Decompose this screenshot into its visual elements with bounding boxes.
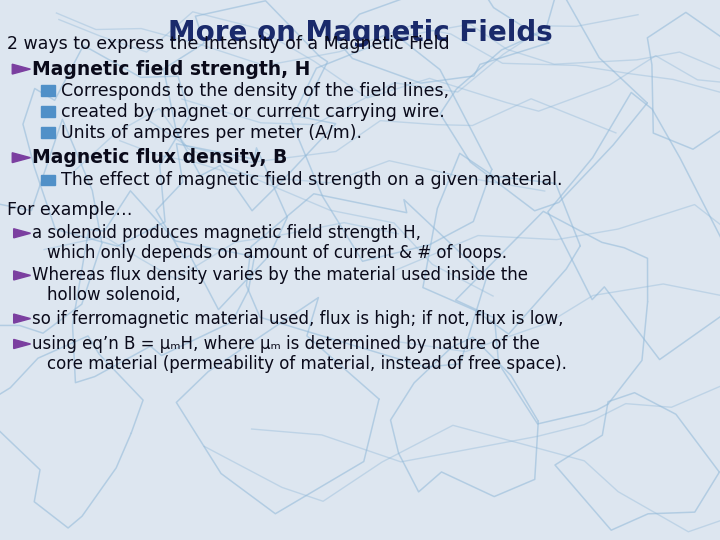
Text: so if ferromagnetic material used, flux is high; if not, flux is low,: so if ferromagnetic material used, flux …	[32, 309, 564, 328]
Text: The effect of magnetic field strength on a given material.: The effect of magnetic field strength on…	[61, 171, 563, 190]
Text: Whereas flux density varies by the material used inside the: Whereas flux density varies by the mater…	[32, 266, 528, 285]
Polygon shape	[12, 153, 30, 163]
Text: Units of amperes per meter (A/m).: Units of amperes per meter (A/m).	[61, 124, 362, 142]
Bar	[40, 175, 55, 185]
Polygon shape	[12, 64, 30, 74]
Text: hollow solenoid,: hollow solenoid,	[47, 286, 181, 305]
Text: created by magnet or current carrying wire.: created by magnet or current carrying wi…	[61, 103, 445, 121]
Bar	[40, 127, 55, 138]
Text: Magnetic flux density, B: Magnetic flux density, B	[32, 148, 288, 167]
Text: Corresponds to the density of the field lines,: Corresponds to the density of the field …	[61, 82, 449, 100]
Text: a solenoid produces magnetic field strength H,: a solenoid produces magnetic field stren…	[32, 224, 421, 242]
Text: using eq’n B = μₘH, where μₘ is determined by nature of the: using eq’n B = μₘH, where μₘ is determin…	[32, 335, 540, 353]
Bar	[40, 85, 55, 96]
Polygon shape	[14, 229, 30, 238]
Polygon shape	[14, 340, 30, 348]
Polygon shape	[14, 314, 30, 323]
Text: Magnetic field strength, H: Magnetic field strength, H	[32, 59, 311, 79]
Text: 2 ways to express the Intensity of a Magnetic Field: 2 ways to express the Intensity of a Mag…	[7, 35, 450, 53]
Polygon shape	[14, 271, 30, 280]
Text: More on Magnetic Fields: More on Magnetic Fields	[168, 19, 552, 47]
Text: core material (permeability of material, instead of free space).: core material (permeability of material,…	[47, 355, 567, 373]
Text: For example…: For example…	[7, 200, 132, 219]
Bar	[40, 106, 55, 117]
Text: which only depends on amount of current & # of loops.: which only depends on amount of current …	[47, 244, 507, 262]
